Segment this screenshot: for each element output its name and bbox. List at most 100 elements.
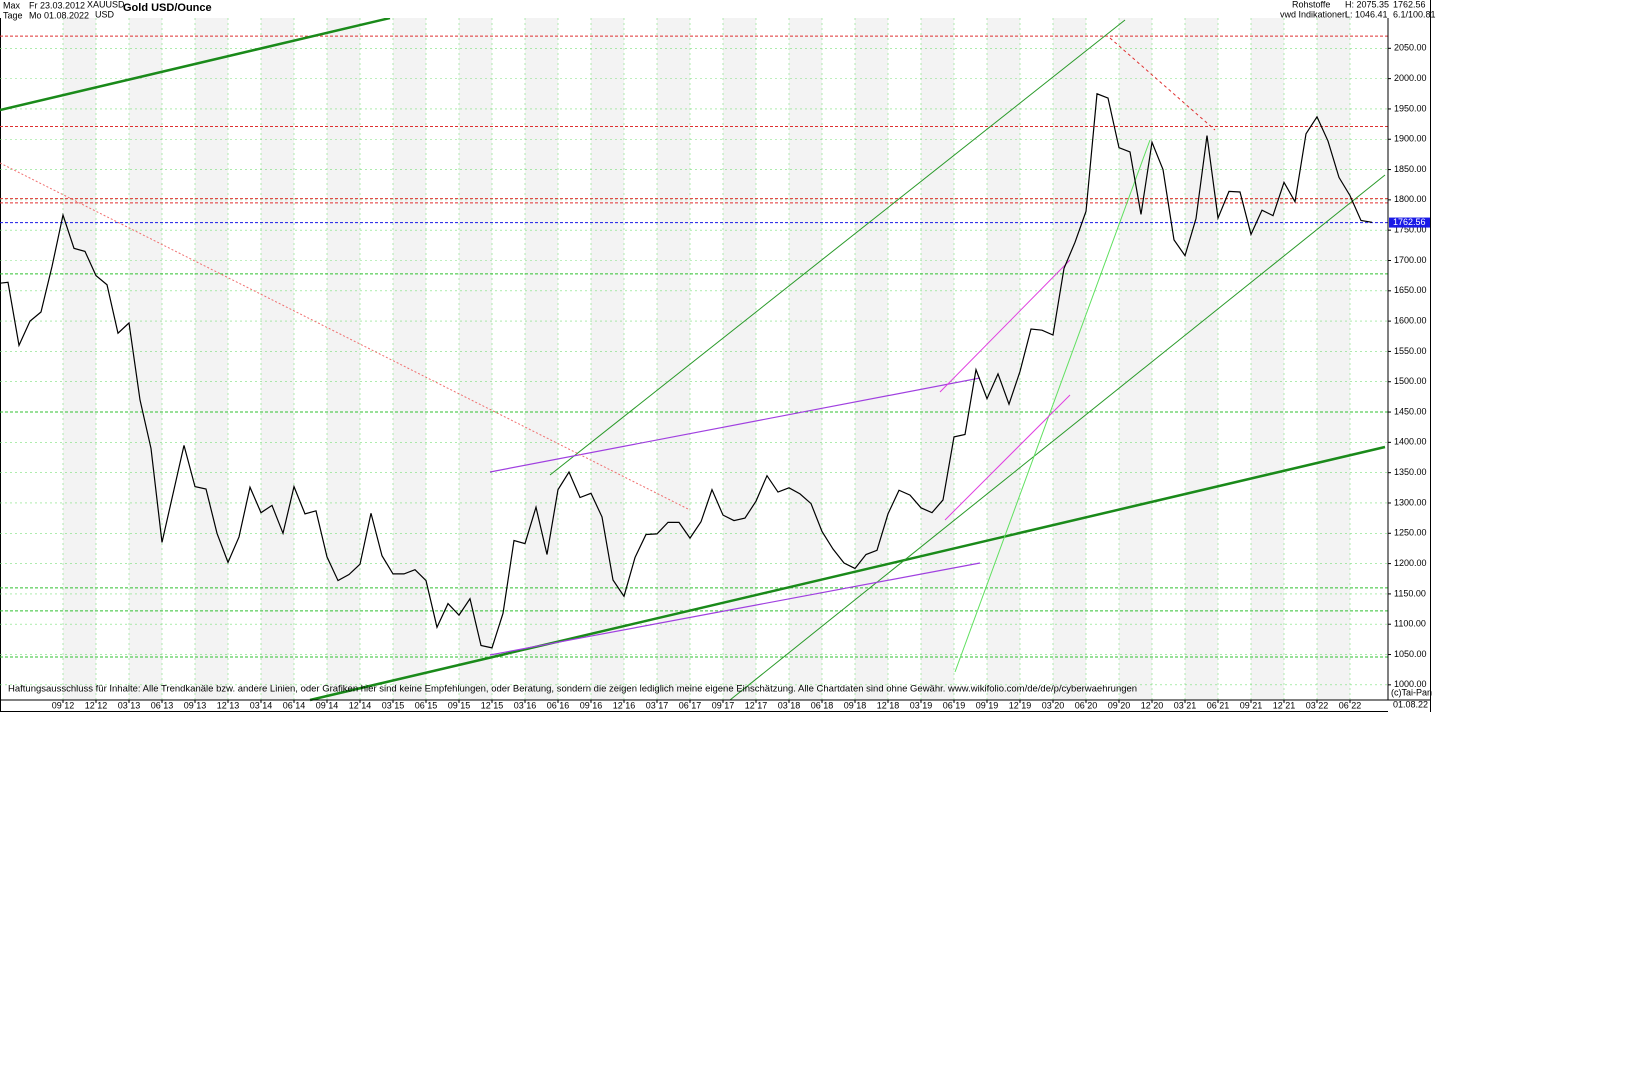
band <box>1185 18 1218 700</box>
x-tick-label: 12 14 <box>349 700 372 710</box>
x-tick-label: 06 22 <box>1339 700 1362 710</box>
y-tick-label: 1950.00 <box>1394 103 1427 113</box>
y-tick-label: 2000.00 <box>1394 73 1427 83</box>
y-tick-label: 1200.00 <box>1394 558 1427 568</box>
x-tick-label: 12 16 <box>613 700 636 710</box>
category: Rohstoffe <box>1292 0 1330 9</box>
y-tick-label: 1100.00 <box>1394 619 1426 629</box>
trendline <box>549 19 1126 476</box>
trendlines <box>0 16 1386 702</box>
x-tick-label: 03 21 <box>1174 700 1197 710</box>
band <box>855 18 888 700</box>
y-tick-label: 1900.00 <box>1394 134 1427 144</box>
price-line <box>0 92 1373 649</box>
chart-title: Gold USD/Ounce <box>123 2 212 14</box>
band <box>987 18 1020 700</box>
x-tick-label: 06 19 <box>943 700 966 710</box>
x-tick-label: 03 14 <box>250 700 273 710</box>
trendline <box>0 16 391 112</box>
y-tick-label: 1650.00 <box>1394 285 1427 295</box>
band <box>1119 18 1152 700</box>
x-tick-label: 03 19 <box>910 700 933 710</box>
price: 1762.56 <box>1393 0 1426 9</box>
y-tick-label: 1550.00 <box>1394 346 1427 356</box>
low: L: 1046.41 <box>1345 9 1388 19</box>
x-tick-label: 03 15 <box>382 700 405 710</box>
x-tick-label: 06 13 <box>151 700 174 710</box>
x-tick-label: 06 15 <box>415 700 438 710</box>
y-tick-label: 1350.00 <box>1394 467 1427 477</box>
x-tick-label: 06 18 <box>811 700 834 710</box>
y-tick-label: 1450.00 <box>1394 406 1427 416</box>
end-date: Mo 01.08.2022 <box>29 10 89 20</box>
y-tick-label: 1000.00 <box>1394 679 1427 689</box>
band <box>63 18 96 700</box>
last-price-box <box>1389 217 1430 228</box>
x-tick-label: 09 13 <box>184 700 207 710</box>
axis-area <box>1388 0 1430 712</box>
y-tick-label: 1700.00 <box>1394 255 1427 265</box>
x-tick-label: 12 20 <box>1141 700 1164 710</box>
x-tick-label: 06 16 <box>547 700 570 710</box>
x-tick-label: 03 13 <box>118 700 141 710</box>
bands <box>63 18 1350 700</box>
x-tick-label: 12 18 <box>877 700 900 710</box>
end-date-axis: 01.08.22 <box>1393 699 1428 709</box>
y-tick-label: 1150.00 <box>1394 588 1426 598</box>
source: vwd Indikationen <box>1280 9 1347 19</box>
x-tick-label: 09 12 <box>52 700 75 710</box>
y-tick-label: 1600.00 <box>1394 315 1427 325</box>
y-tick-label: 1400.00 <box>1394 437 1427 447</box>
trendline <box>0 162 691 511</box>
x-tick-label: 03 20 <box>1042 700 1065 710</box>
x-tick-label: 06 20 <box>1075 700 1098 710</box>
x-tick-label: 09 18 <box>844 700 867 710</box>
band <box>459 18 492 700</box>
x-tick-label: 12 19 <box>1009 700 1032 710</box>
trendline <box>489 562 981 656</box>
x-tick-label: 09 16 <box>580 700 603 710</box>
high: H: 2075.35 <box>1345 0 1389 9</box>
currency: USD <box>95 9 115 19</box>
band <box>525 18 558 700</box>
band <box>921 18 954 700</box>
x-tick-label: 09 19 <box>976 700 999 710</box>
start-date: Fr 23.03.2012 <box>29 0 85 10</box>
symbol: XAUUSD <box>87 0 125 9</box>
band <box>327 18 360 700</box>
x-tick-label: 12 17 <box>745 700 768 710</box>
trendline <box>939 259 1071 393</box>
band <box>657 18 690 700</box>
x-tick-label: 03 22 <box>1306 700 1329 710</box>
range[interactable]: Max <box>3 0 21 10</box>
disclaimer: Haftungsausschluss für Inhalte: Alle Tre… <box>8 684 1137 695</box>
x-tick-label: 06 21 <box>1207 700 1230 710</box>
x-tick-label: 12 12 <box>85 700 108 710</box>
levels <box>0 35 1388 658</box>
trendline <box>944 394 1071 521</box>
band <box>261 18 294 700</box>
y-tick-label: 1750.00 <box>1394 225 1427 235</box>
last-price-label: 1762.56 <box>1393 217 1426 227</box>
header-bg <box>0 0 1430 18</box>
trendline <box>1109 37 1216 131</box>
period[interactable]: Tage <box>3 10 23 20</box>
x-tick-label: 09 20 <box>1108 700 1131 710</box>
x-tick-label: 09 17 <box>712 700 735 710</box>
x-tick-label: 12 21 <box>1273 700 1296 710</box>
x-tick-label: 12 15 <box>481 700 504 710</box>
y-tick-label: 2050.00 <box>1394 43 1427 53</box>
y-tick-label: 1300.00 <box>1394 497 1427 507</box>
x-tick-label: 06 14 <box>283 700 306 710</box>
y-tick-label: 1500.00 <box>1394 376 1427 386</box>
x-tick-label: 03 18 <box>778 700 801 710</box>
band <box>1251 18 1284 700</box>
trendline <box>489 377 981 473</box>
y-tick-label: 1850.00 <box>1394 164 1427 174</box>
plot <box>0 92 1373 649</box>
x-tick-label: 09 21 <box>1240 700 1263 710</box>
band <box>1317 18 1350 700</box>
band <box>393 18 426 700</box>
x-tick-label: 03 16 <box>514 700 537 710</box>
